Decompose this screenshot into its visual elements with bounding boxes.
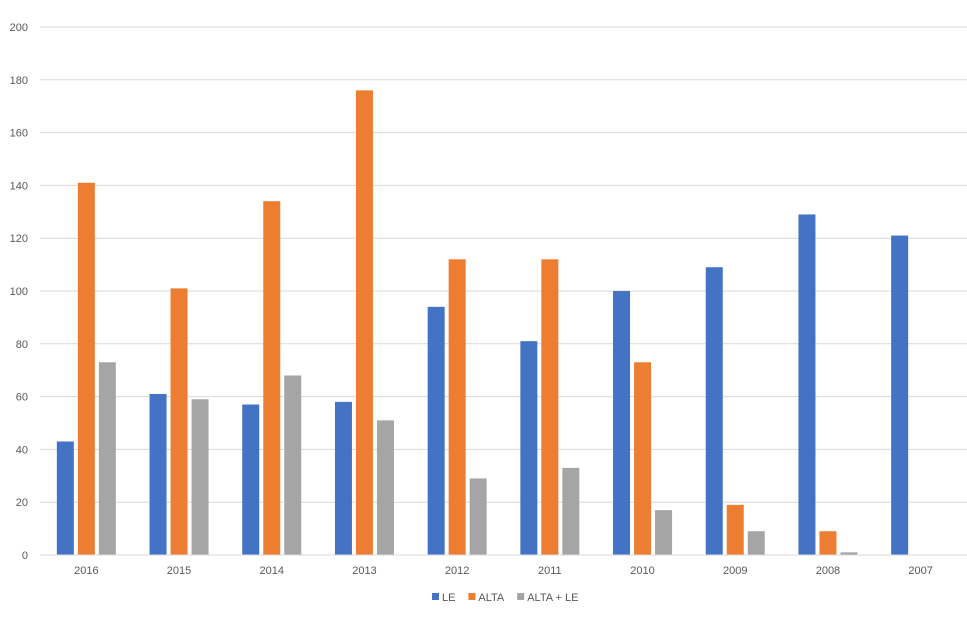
y-tick-label: 80 [16,339,28,351]
bar-le-2014 [242,404,260,555]
bar-alta-le-2009 [747,531,765,555]
bar-le-2015 [149,393,167,555]
legend-label: LE [442,592,455,604]
x-tick-label: 2007 [908,565,932,577]
bar-alta-2011 [541,259,559,555]
y-tick-label: 120 [10,233,28,245]
bar-alta-le-2011 [562,467,580,555]
x-tick-label: 2008 [816,565,840,577]
x-tick-label: 2015 [167,565,191,577]
bar-le-2010 [613,291,631,555]
legend-swatch-alta [468,593,476,600]
x-tick-label: 2012 [445,565,469,577]
bar-alta-2015 [170,288,188,555]
x-tick-label: 2013 [352,565,376,577]
legend: LE ALTA ALTA + LE [432,592,578,604]
y-tick-label: 200 [10,22,28,34]
y-tick-label: 40 [16,444,28,456]
x-tick-label: 2014 [260,565,284,577]
bar-alta-2008 [819,531,837,555]
bar-alta-2014 [263,201,281,556]
legend-swatch-alta-le [517,593,525,600]
y-tick-label: 60 [16,392,28,404]
bar-alta-le-2012 [469,478,487,555]
bar-alta-2012 [448,259,466,555]
bar-alta-2016 [77,182,95,555]
bar-alta-2009 [726,504,744,555]
bar-alta-le-2013 [376,420,394,555]
y-tick-label: 180 [10,75,28,87]
x-tick-label: 2016 [74,565,98,577]
bar-alta-2013 [355,90,373,556]
bar-le-2016 [56,441,74,555]
x-tick-label: 2011 [538,565,562,577]
y-tick-label: 160 [10,128,28,140]
bar-le-2009 [705,267,723,555]
bar-le-2011 [520,341,538,555]
bar-alta-le-2008 [840,552,858,555]
y-tick-label: 140 [10,180,28,192]
y-tick-label: 20 [16,497,28,509]
legend-swatch-le [432,593,439,600]
bar-le-2013 [334,401,352,555]
bars [56,90,909,556]
bar-le-2008 [798,214,816,555]
bar-alta-le-2010 [655,510,673,555]
x-tick-label: 2009 [723,565,747,577]
legend-label: ALTA [478,592,505,604]
bar-alta-2010 [634,362,652,555]
bar-alta-le-2016 [98,362,116,555]
x-axis-tick-labels: 2016 2015 2014 2013 2012 2011 2010 2009 2008 2007 [74,565,933,577]
y-tick-label: 100 [10,286,28,298]
x-tick-label: 2010 [630,565,654,577]
legend-label: ALTA + LE [527,592,578,604]
bar-alta-le-2014 [284,375,302,555]
bar-alta-le-2015 [191,399,209,555]
bar-le-2007 [891,235,909,555]
y-tick-label: 0 [22,550,28,562]
bar-le-2012 [427,306,445,555]
y-axis-tick-labels: 0 20 40 60 80 100 120 140 160 180 200 [10,22,28,562]
